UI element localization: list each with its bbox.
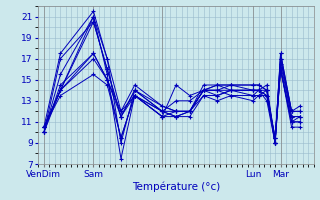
X-axis label: Température (°c): Température (°c) xyxy=(132,181,220,192)
